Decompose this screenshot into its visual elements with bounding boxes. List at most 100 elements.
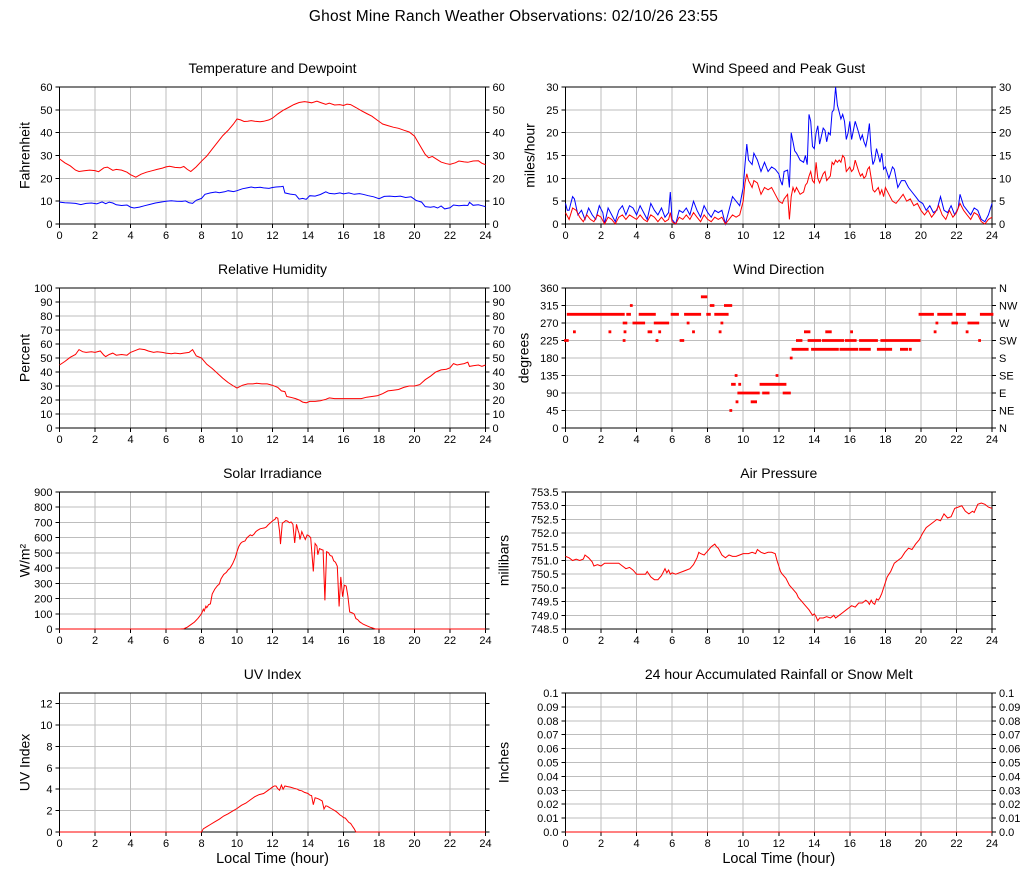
x-axis-label: Local Time (hour) bbox=[216, 851, 329, 867]
x-tick-label: 2 bbox=[92, 635, 98, 647]
y-tick-label-right: 60 bbox=[493, 82, 505, 94]
y-axis-label: Percent bbox=[17, 334, 33, 382]
x-tick-label: 20 bbox=[915, 434, 927, 446]
x-tick-label: 0 bbox=[56, 838, 62, 850]
x-tick-label: 16 bbox=[844, 230, 856, 242]
x-tick-label: 18 bbox=[373, 434, 385, 446]
y-tick-label-left: 90 bbox=[40, 297, 52, 309]
x-tick-label: 6 bbox=[669, 230, 675, 242]
x-tick-label: 10 bbox=[231, 434, 243, 446]
y-tick-label-right: 0.07 bbox=[999, 730, 1020, 742]
y-tick-label-left: 750.5 bbox=[531, 569, 559, 581]
y-tick-label-right: 0.04 bbox=[999, 771, 1020, 783]
chart-title: 24 hour Accumulated Rainfall or Snow Mel… bbox=[645, 666, 913, 682]
y-tick-label-left: 10 bbox=[40, 196, 52, 208]
y-tick-label-left: 753.5 bbox=[531, 487, 559, 499]
chart-solar-irradiance: 0 2 4 6 8 10 12 14 16 18 20 22 240100200300400500600… bbox=[17, 465, 492, 647]
y-tick-label-right: 0.09 bbox=[999, 702, 1020, 714]
x-tick-label: 14 bbox=[808, 635, 820, 647]
y-tick-label-left: 700 bbox=[34, 517, 52, 529]
y-tick-label-right: 0.05 bbox=[999, 758, 1020, 770]
y-tick-label-right: 30 bbox=[493, 381, 505, 393]
y-tick-label-left: 749.5 bbox=[531, 597, 559, 609]
y-tick-label-left: 0 bbox=[46, 219, 52, 231]
y-tick-label-left: 0.0 bbox=[543, 827, 558, 839]
chart-title: Wind Speed and Peak Gust bbox=[692, 60, 865, 76]
y-tick-label-left: 40 bbox=[40, 128, 52, 140]
x-tick-label: 18 bbox=[879, 635, 891, 647]
x-tick-label: 14 bbox=[302, 230, 314, 242]
chart-title: UV Index bbox=[244, 666, 302, 682]
y-axis-label: millibars bbox=[496, 535, 512, 586]
y-tick-label-left: 6 bbox=[46, 763, 52, 775]
x-tick-label: 24 bbox=[479, 434, 491, 446]
x-tick-label: 4 bbox=[127, 230, 133, 242]
y-tick-label-left: 5 bbox=[552, 196, 558, 208]
chart-title: Wind Direction bbox=[733, 261, 824, 277]
x-tick-label: 18 bbox=[879, 230, 891, 242]
y-tick-label-right: 0.1 bbox=[999, 688, 1014, 700]
x-tick-label: 8 bbox=[198, 230, 204, 242]
y-tick-label-left: 25 bbox=[546, 105, 558, 117]
y-tick-label-left: 30 bbox=[40, 381, 52, 393]
plot-border bbox=[59, 692, 486, 833]
y-tick-label-left: 10 bbox=[40, 409, 52, 421]
x-tick-label: 24 bbox=[479, 635, 491, 647]
x-tick-label: 18 bbox=[879, 434, 891, 446]
y-tick-label-left: 751.0 bbox=[531, 556, 559, 568]
series-temperature bbox=[59, 100, 486, 178]
x-tick-label: 16 bbox=[337, 635, 349, 647]
x-tick-label: 22 bbox=[444, 838, 456, 850]
y-tick-label-left: 360 bbox=[540, 283, 558, 295]
y-tick-label-left: 225 bbox=[540, 336, 558, 348]
x-tick-label: 4 bbox=[127, 635, 133, 647]
y-tick-label-left: 0.01 bbox=[537, 813, 558, 825]
x-tick-label: 16 bbox=[844, 635, 856, 647]
y-tick-label-right: 10 bbox=[999, 173, 1011, 185]
y-tick-label-left: 2 bbox=[46, 806, 52, 818]
x-tick-label: 4 bbox=[634, 434, 640, 446]
plot-border bbox=[565, 491, 993, 630]
y-tick-label-right: 15 bbox=[999, 151, 1011, 163]
y-tick-label-left: 100 bbox=[34, 283, 52, 295]
x-tick-label: 24 bbox=[986, 230, 998, 242]
y-tick-label-left: 0.03 bbox=[537, 785, 558, 797]
y-tick-label-right: 0.02 bbox=[999, 799, 1020, 811]
x-tick-label: 14 bbox=[302, 635, 314, 647]
y-tick-label-left: 0.09 bbox=[537, 702, 558, 714]
y-tick-label-left: 600 bbox=[34, 533, 52, 545]
x-tick-label: 14 bbox=[808, 230, 820, 242]
x-tick-label: 8 bbox=[705, 434, 711, 446]
x-tick-label: 0 bbox=[56, 230, 62, 242]
y-tick-label-right: 90 bbox=[493, 297, 505, 309]
y-tick-label-left: 500 bbox=[34, 548, 52, 560]
y-tick-label-right: 10 bbox=[493, 409, 505, 421]
y-tick-label-right: 0.03 bbox=[999, 785, 1020, 797]
series-humidity bbox=[59, 348, 486, 404]
x-tick-label: 22 bbox=[950, 230, 962, 242]
y-axis-label: UV Index bbox=[17, 734, 33, 792]
x-tick-label: 2 bbox=[598, 230, 604, 242]
y-tick-label-right: N bbox=[999, 423, 1007, 435]
x-tick-label: 8 bbox=[198, 838, 204, 850]
y-tick-label-left: 45 bbox=[546, 406, 558, 418]
y-tick-label-left: 180 bbox=[540, 353, 558, 365]
x-tick-label: 6 bbox=[163, 230, 169, 242]
x-tick-label: 20 bbox=[408, 434, 420, 446]
y-tick-label-left: 0 bbox=[552, 423, 558, 435]
x-tick-label: 0 bbox=[562, 838, 568, 850]
y-tick-label-right: 60 bbox=[493, 339, 505, 351]
y-tick-label-left: 0.08 bbox=[537, 716, 558, 728]
y-tick-label-left: 8 bbox=[46, 741, 52, 753]
y-tick-label-left: 4 bbox=[46, 784, 52, 796]
x-tick-label: 22 bbox=[950, 838, 962, 850]
y-tick-label-right: 25 bbox=[999, 105, 1011, 117]
x-tick-label: 20 bbox=[408, 838, 420, 850]
x-tick-label: 22 bbox=[444, 635, 456, 647]
y-tick-label-right: 100 bbox=[493, 283, 511, 295]
y-tick-label-right: 50 bbox=[493, 105, 505, 117]
x-tick-label: 0 bbox=[562, 434, 568, 446]
plot-border bbox=[59, 86, 486, 225]
x-tick-label: 4 bbox=[127, 434, 133, 446]
